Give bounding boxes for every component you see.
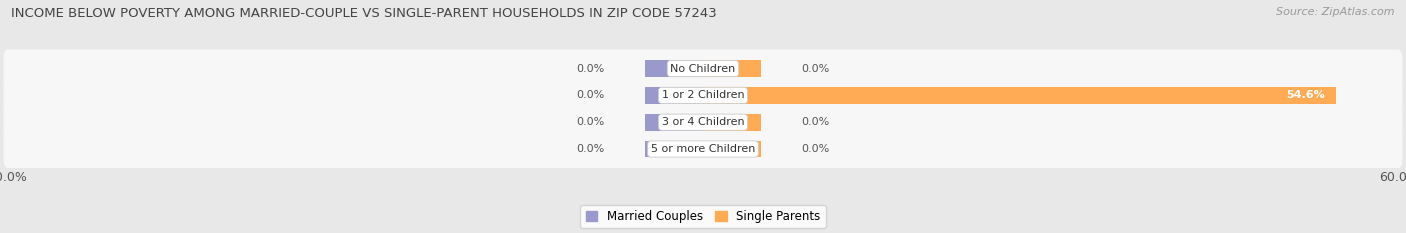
FancyBboxPatch shape bbox=[4, 76, 1402, 114]
FancyBboxPatch shape bbox=[4, 50, 1402, 88]
Text: 3 or 4 Children: 3 or 4 Children bbox=[662, 117, 744, 127]
Text: INCOME BELOW POVERTY AMONG MARRIED-COUPLE VS SINGLE-PARENT HOUSEHOLDS IN ZIP COD: INCOME BELOW POVERTY AMONG MARRIED-COUPL… bbox=[11, 7, 717, 20]
Text: 0.0%: 0.0% bbox=[576, 117, 605, 127]
Text: Source: ZipAtlas.com: Source: ZipAtlas.com bbox=[1277, 7, 1395, 17]
Text: 0.0%: 0.0% bbox=[576, 90, 605, 100]
Bar bbox=[703, 114, 761, 130]
Bar bbox=[645, 114, 703, 130]
Text: 54.6%: 54.6% bbox=[1286, 90, 1324, 100]
Bar bbox=[703, 60, 761, 77]
Text: 0.0%: 0.0% bbox=[576, 64, 605, 74]
Text: 1 or 2 Children: 1 or 2 Children bbox=[662, 90, 744, 100]
FancyBboxPatch shape bbox=[4, 103, 1402, 141]
Legend: Married Couples, Single Parents: Married Couples, Single Parents bbox=[581, 205, 825, 229]
Text: 0.0%: 0.0% bbox=[801, 144, 830, 154]
Bar bbox=[645, 87, 703, 104]
Text: No Children: No Children bbox=[671, 64, 735, 74]
Bar bbox=[645, 60, 703, 77]
Bar bbox=[645, 141, 703, 157]
Text: 0.0%: 0.0% bbox=[801, 64, 830, 74]
Bar bbox=[703, 141, 761, 157]
Text: 0.0%: 0.0% bbox=[576, 144, 605, 154]
Bar bbox=[703, 87, 1336, 104]
FancyBboxPatch shape bbox=[4, 130, 1402, 168]
Text: 5 or more Children: 5 or more Children bbox=[651, 144, 755, 154]
Text: 0.0%: 0.0% bbox=[801, 117, 830, 127]
